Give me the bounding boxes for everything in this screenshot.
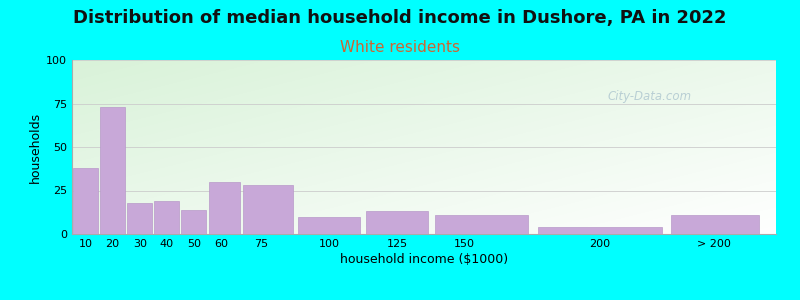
Bar: [182, 210, 206, 234]
Bar: [127, 203, 152, 234]
Bar: [298, 217, 360, 234]
Y-axis label: households: households: [29, 111, 42, 183]
Bar: [100, 107, 125, 234]
Text: Distribution of median household income in Dushore, PA in 2022: Distribution of median household income …: [74, 9, 726, 27]
Text: White residents: White residents: [340, 40, 460, 56]
Bar: [243, 185, 294, 234]
Bar: [671, 215, 758, 234]
Bar: [154, 201, 179, 234]
Bar: [73, 168, 98, 234]
Text: City-Data.com: City-Data.com: [607, 90, 691, 103]
Bar: [538, 227, 662, 234]
X-axis label: household income ($1000): household income ($1000): [340, 253, 508, 266]
Bar: [435, 215, 528, 234]
Bar: [366, 212, 428, 234]
Bar: [209, 182, 240, 234]
